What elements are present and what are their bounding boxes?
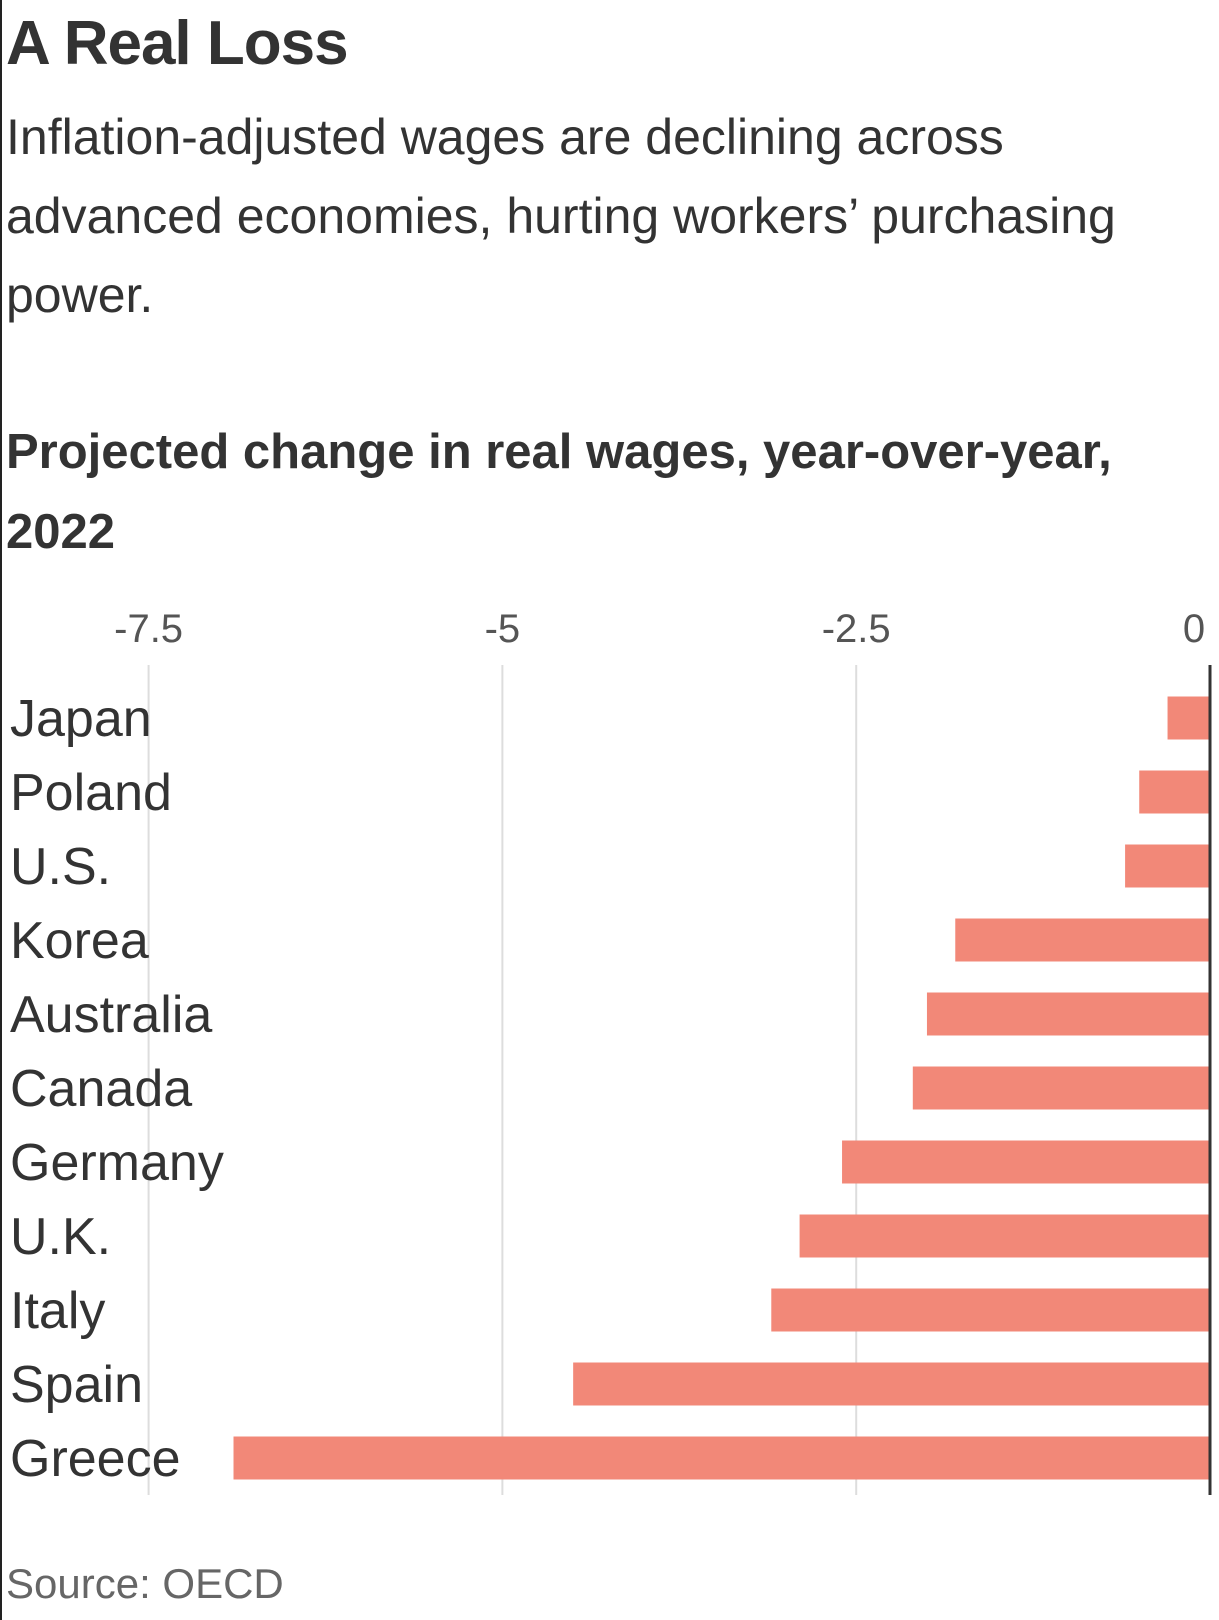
bar-u-s — [1125, 844, 1210, 888]
chart-headline: A Real Loss — [6, 9, 349, 78]
bar-japan — [1167, 696, 1210, 740]
bar-chart: -7.5 -5 -2.5 0 Japan Poland U.S. Korea Australi… — [10, 607, 1212, 1495]
category-labels: Japan Poland U.S. Korea Australia Canada Germa… — [10, 690, 224, 1488]
frame-edge — [0, 0, 2, 1620]
gridlines — [147, 665, 858, 1495]
category-label-japan: Japan — [10, 690, 152, 748]
chart-title: Projected change in real wages, year-ove… — [6, 425, 1112, 559]
category-label-canada: Canada — [10, 1060, 192, 1118]
category-label-u-s: U.S. — [10, 838, 111, 896]
bar-canada — [912, 1066, 1210, 1110]
x-tick-label-1: -5 — [485, 607, 521, 651]
x-tick-label-2: -2.5 — [822, 607, 891, 651]
bar-italy — [771, 1288, 1210, 1332]
bar-spain — [573, 1362, 1210, 1406]
x-tick-label-3: 0 — [1183, 607, 1205, 651]
category-label-spain: Spain — [10, 1356, 143, 1414]
category-label-u-k: U.K. — [10, 1208, 111, 1266]
bar-germany — [842, 1140, 1210, 1184]
x-tick-label-0: -7.5 — [114, 607, 183, 651]
category-label-italy: Italy — [10, 1282, 105, 1340]
bar-poland — [1139, 770, 1210, 814]
bar-greece — [233, 1436, 1210, 1480]
category-label-germany: Germany — [10, 1134, 224, 1192]
tick-labels: -7.5 -5 -2.5 0 — [114, 607, 1205, 651]
category-label-australia: Australia — [10, 986, 212, 1044]
bars — [233, 696, 1210, 1480]
bar-australia — [926, 992, 1210, 1036]
category-label-greece: Greece — [10, 1430, 181, 1488]
bar-u-k — [799, 1214, 1210, 1258]
source-note: Source: OECD — [6, 1560, 284, 1607]
category-label-korea: Korea — [10, 912, 149, 970]
bar-korea — [955, 918, 1210, 962]
chart-subtitle: Inflation-adjusted wages are declining a… — [6, 109, 1116, 323]
category-label-poland: Poland — [10, 764, 172, 822]
